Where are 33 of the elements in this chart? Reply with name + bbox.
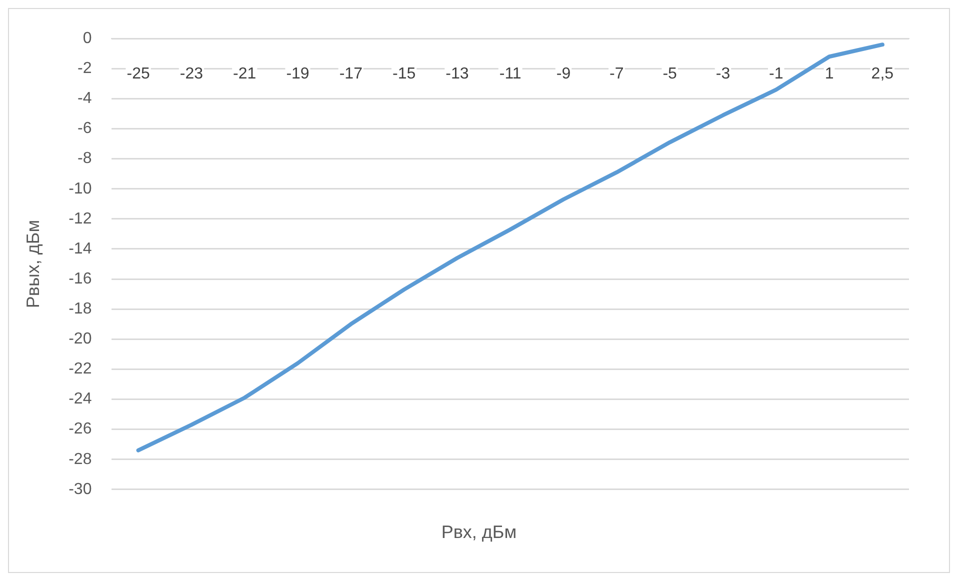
- y-axis-title: Рвых, дБм: [22, 220, 43, 308]
- y-tick-label: -6: [77, 120, 92, 138]
- y-tick-label: -26: [68, 420, 92, 438]
- x-tick-label: -5: [662, 66, 678, 83]
- y-tick-label: -22: [68, 360, 92, 378]
- x-tick-label: -3: [716, 66, 730, 83]
- x-tick-label: -25: [126, 66, 150, 83]
- y-tick-label: -2: [77, 60, 92, 78]
- x-tick-label: -23: [180, 66, 204, 83]
- y-tick-label: -12: [68, 210, 92, 228]
- y-tick-label: -4: [77, 90, 92, 108]
- y-tick-label: -14: [68, 240, 92, 258]
- y-tick-label: 0: [82, 30, 92, 48]
- x-tick-label: 2,5: [871, 66, 894, 83]
- x-tick-label: -19: [286, 66, 310, 83]
- x-tick-label: -11: [499, 66, 522, 83]
- x-tick-label: -9: [556, 66, 571, 83]
- y-tick-label: -18: [68, 300, 92, 318]
- y-tick-label: -10: [68, 180, 92, 198]
- y-tick-label: -8: [77, 150, 92, 168]
- y-tick-label: -28: [68, 450, 92, 468]
- x-tick-label: -7: [610, 66, 624, 83]
- x-axis-title: Рвх, дБм: [440, 522, 518, 543]
- x-tick-label: -17: [339, 66, 363, 83]
- x-tick-label: 1: [824, 66, 834, 83]
- y-tick-label: -20: [68, 330, 92, 348]
- x-tick-label: -13: [446, 66, 469, 83]
- y-tick-label: -30: [68, 480, 92, 498]
- x-tick-label: -21: [233, 66, 256, 83]
- y-tick-label: -24: [68, 390, 92, 408]
- y-tick-label: -16: [68, 270, 92, 288]
- x-tick-label: -1: [769, 66, 784, 83]
- x-tick-label: -15: [392, 66, 416, 83]
